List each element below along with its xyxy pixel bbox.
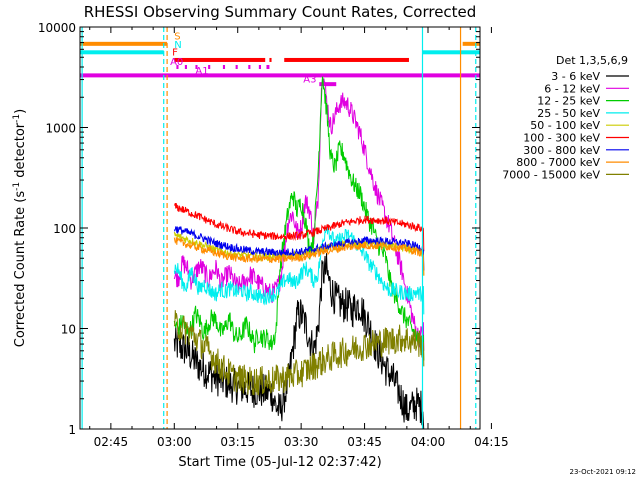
flag-bar-a0-segment xyxy=(235,64,238,69)
legend-label: 300 - 800 keV xyxy=(523,144,600,157)
y-axis-label-main: Corrected Count Rate (s xyxy=(13,191,28,348)
chart-title: RHESSI Observing Summary Count Rates, Co… xyxy=(84,3,477,21)
footer-date: 23-Oct-2021 09:12 xyxy=(570,468,636,476)
series-line-800-7000-kev xyxy=(173,237,425,276)
x-tick-label: 04:00 xyxy=(411,435,446,449)
series-layer xyxy=(173,76,425,429)
series-line-7000-15000-kev xyxy=(173,310,425,396)
flag-bar-a0-segment xyxy=(258,64,261,69)
y-axis: 1 10 100 1000 10000 xyxy=(38,21,480,437)
y-tick-label: 100 xyxy=(53,222,76,236)
flag-bar-f-segment xyxy=(284,57,409,62)
x-tick-label: 04:15 xyxy=(474,435,509,449)
x-axis-label: Start Time (05-Jul-12 02:37:42) xyxy=(178,455,381,470)
x-tick-label: 03:15 xyxy=(220,435,255,449)
legend-label: 800 - 7000 keV xyxy=(516,156,600,169)
series-line-6-12-kev xyxy=(173,78,425,351)
legend-label: 6 - 12 keV xyxy=(544,82,600,95)
y-tick-label: 1 xyxy=(68,423,76,437)
legend-label: 50 - 100 keV xyxy=(530,119,600,132)
y-axis-label: Corrected Count Rate (s-1 detector-1) xyxy=(12,109,28,347)
flag-label-a3: A3 xyxy=(303,75,316,86)
flag-bar-n-segment xyxy=(80,50,164,55)
flag-label-f: F xyxy=(172,48,178,59)
y-axis-label-sup2: -1 xyxy=(12,114,22,123)
flag-label-a0: A0 xyxy=(170,57,183,68)
y-tick-label: 1000 xyxy=(45,122,76,136)
x-tick-label: 03:00 xyxy=(157,435,192,449)
flag-bar-s-segment xyxy=(80,41,168,46)
series-line-100-300-kev xyxy=(173,202,425,252)
flag-label-s: S xyxy=(174,32,180,43)
flag-label-n: N xyxy=(174,40,181,51)
flag-bar-a0-segment xyxy=(266,64,270,69)
plot-frame xyxy=(79,26,481,430)
flag-bar-n-segment xyxy=(422,50,480,55)
legend-label: 7000 - 15000 keV xyxy=(502,168,600,181)
y-axis-label-sup1: -1 xyxy=(12,182,22,191)
y-axis-label-mid: detector xyxy=(13,122,28,182)
series-line-25-50-kev xyxy=(173,225,425,315)
x-tick-label: 03:30 xyxy=(284,435,319,449)
flag-bar-a3-segment xyxy=(319,82,337,87)
flag-bar-a1-segment xyxy=(80,73,480,78)
legend-title: Det 1,3,5,6,9 xyxy=(556,54,628,67)
flag-bar-a0-segment xyxy=(184,64,187,69)
y-axis-label-end: ) xyxy=(13,109,28,114)
flag-bar-a0-segment xyxy=(195,64,198,69)
series-line-3-6-kev xyxy=(173,253,425,429)
legend-label: 3 - 6 keV xyxy=(551,70,600,83)
x-axis: 02:45 03:00 03:15 03:30 03:45 04:00 04:15 xyxy=(89,27,509,449)
x-tick-label: 03:45 xyxy=(347,435,382,449)
flag-bar-a0-segment xyxy=(176,64,179,69)
legend-label: 100 - 300 keV xyxy=(523,132,600,145)
legend-label: 12 - 25 keV xyxy=(537,95,600,108)
flag-bar-a0-segment xyxy=(222,64,226,69)
series-group xyxy=(173,76,425,429)
flag-bar-s-segment xyxy=(462,41,480,46)
x-tick-label: 02:45 xyxy=(94,435,129,449)
series-line-12-25-kev xyxy=(173,76,425,361)
flag-bar-f-segment xyxy=(269,57,272,62)
series-line-300-800-kev xyxy=(173,226,425,271)
flag-bar-a0-segment xyxy=(208,64,211,69)
flag-label-a1: A1 xyxy=(195,66,208,77)
y-tick-label: 10000 xyxy=(38,21,76,35)
flag-bar-a0-segment xyxy=(248,64,251,69)
flag-bar-f-segment xyxy=(174,57,266,62)
legend-label: 25 - 50 keV xyxy=(537,107,600,120)
y-tick-label: 10 xyxy=(61,323,76,337)
